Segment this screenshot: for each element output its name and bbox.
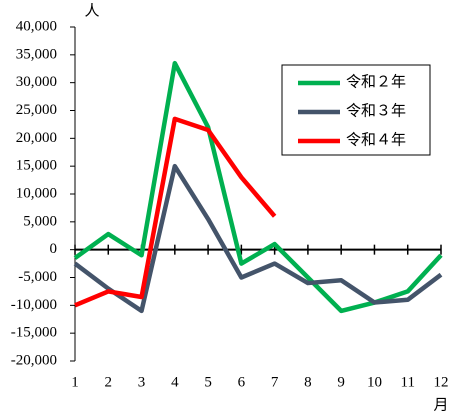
y-tick-label: 35,000 (16, 46, 57, 62)
y-tick-label: 0 (50, 241, 58, 257)
y-tick-label: 10,000 (16, 185, 57, 201)
series-line (73, 163, 443, 314)
y-tick-label: -10,000 (11, 297, 57, 313)
y-unit: 人 (84, 2, 99, 19)
x-tick-label: 10 (367, 374, 382, 390)
y-tick-label: 30,000 (16, 74, 57, 90)
x-tick-label: 5 (204, 374, 212, 390)
y-tick-label: 15,000 (16, 158, 57, 174)
y-tick-label: 20,000 (16, 130, 57, 146)
series-line (74, 116, 277, 308)
x-tick-label: 12 (434, 374, 449, 390)
y-tick-label: -20,000 (11, 352, 57, 368)
x-tick-label: 7 (271, 374, 279, 390)
y-tick-label: 5,000 (23, 213, 57, 229)
y-tick-label: 25,000 (16, 102, 57, 118)
x-tick-label: 3 (138, 374, 146, 390)
legend-label: 令和３年 (346, 102, 406, 119)
x-tick-label: 2 (105, 374, 113, 390)
x-tick-label: 6 (238, 374, 246, 390)
x-tick-label: 1 (71, 374, 79, 390)
x-tick-label: 9 (337, 374, 345, 390)
legend-label: 令和４年 (346, 131, 406, 148)
x-tick-label: 4 (171, 374, 179, 390)
y-tick-label: -15,000 (11, 325, 57, 341)
x-tick-label: 8 (304, 374, 312, 390)
y-tick-label: 40,000 (16, 18, 57, 34)
legend-label: 令和２年 (346, 73, 406, 90)
x-tick-label: 11 (401, 374, 415, 390)
y-tick-label: -5,000 (18, 269, 57, 285)
x-unit: 月 (433, 397, 448, 413)
